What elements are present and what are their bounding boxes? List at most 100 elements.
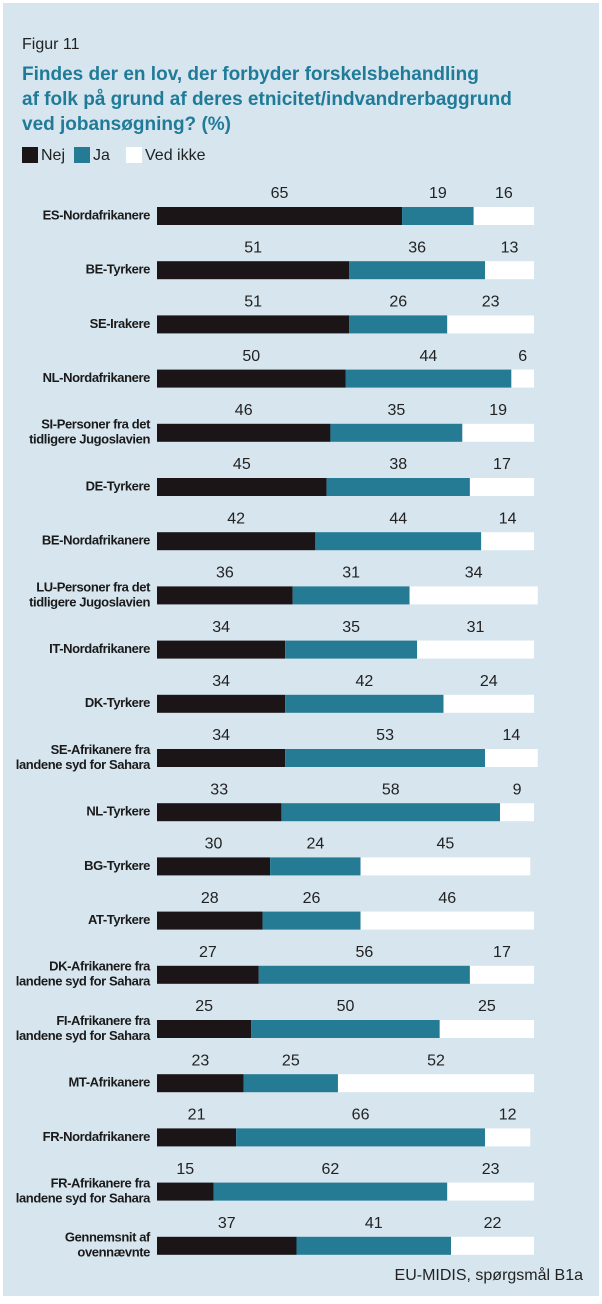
bar-segment	[315, 532, 482, 551]
value-label: 50	[242, 348, 260, 365]
category-label: ovennævnte	[77, 1245, 150, 1260]
bar-segment	[157, 261, 350, 280]
value-label: 19	[489, 402, 507, 419]
value-label: 35	[387, 402, 405, 419]
category-label: DE-Tyrkere	[86, 478, 151, 493]
bar-segment	[337, 1074, 534, 1093]
bar-segment	[157, 640, 286, 659]
legend-swatch	[74, 147, 90, 163]
value-label: 26	[303, 890, 321, 907]
bar-segment	[292, 586, 410, 605]
category-label: Gennemsnit af	[65, 1230, 151, 1245]
bar-segment	[251, 1020, 440, 1038]
value-label: 52	[427, 1052, 445, 1069]
value-label: 45	[233, 456, 251, 473]
bar-segment	[462, 423, 534, 442]
legend-swatch	[126, 147, 142, 163]
value-label: 19	[429, 185, 447, 202]
source: EU-MIDIS, spørgsmål B1a	[395, 1266, 584, 1284]
value-label: 66	[352, 1107, 370, 1124]
legend-label: Ved ikke	[145, 147, 206, 164]
bar-segment	[330, 423, 463, 442]
bar-segment	[243, 1074, 338, 1093]
category-label: AT-Tyrkere	[88, 912, 150, 927]
bar-segment	[349, 261, 485, 280]
bar-segment	[262, 911, 361, 930]
value-label: 12	[499, 1107, 517, 1124]
bar-segment	[157, 803, 282, 822]
bar-segment	[157, 315, 350, 334]
value-label: 13	[501, 239, 519, 256]
bar-segment	[469, 478, 534, 496]
value-label: 23	[482, 1161, 500, 1178]
bar-segment	[157, 586, 293, 605]
value-label: 51	[244, 294, 262, 311]
value-label: 34	[212, 619, 230, 636]
value-label: 6	[518, 348, 527, 365]
legend-label: Ja	[93, 147, 110, 164]
value-label: 51	[244, 239, 262, 256]
category-label: landene syd for Sahara	[16, 1191, 151, 1206]
value-label: 56	[355, 944, 373, 961]
value-label: 36	[216, 565, 234, 582]
bar-segment	[360, 911, 534, 930]
bar-segment	[157, 369, 346, 388]
category-label: FI-Afrikanere fra	[56, 1013, 151, 1028]
value-label: 17	[493, 456, 511, 473]
category-label: NL-Nordafrikanere	[43, 370, 151, 385]
legend-label: Nej	[41, 147, 65, 164]
value-label: 35	[342, 619, 360, 636]
value-label: 46	[235, 402, 253, 419]
value-label: 15	[176, 1161, 194, 1178]
value-label: 24	[480, 673, 498, 690]
bar-segment	[285, 694, 444, 713]
bar-segment	[157, 857, 271, 876]
category-label: FR-Afrikanere fra	[51, 1176, 152, 1191]
legend-swatch	[22, 147, 38, 163]
category-label: ES-Nordafrikanere	[43, 207, 151, 222]
category-label: IT-Nordafrikanere	[49, 641, 150, 656]
value-label: 31	[342, 565, 360, 582]
bar-segment	[296, 1236, 452, 1255]
bar-segment	[511, 369, 534, 388]
bar-segment	[157, 1074, 244, 1093]
bar-segment	[157, 478, 327, 496]
bar-segment	[409, 586, 538, 605]
value-label: 14	[502, 727, 520, 744]
bar-segment	[285, 640, 418, 659]
value-label: 24	[306, 836, 324, 853]
bar-segment	[447, 315, 534, 334]
bar-segment	[157, 1236, 297, 1255]
value-label: 30	[205, 836, 223, 853]
category-label: landene syd for Sahara	[16, 1028, 151, 1043]
bar-segment	[500, 803, 534, 822]
bar-segment	[469, 965, 534, 984]
bar-segment	[473, 207, 534, 225]
bar-segment	[157, 1182, 214, 1201]
category-label: NL-Tyrkere	[86, 804, 150, 819]
value-label: 22	[484, 1215, 502, 1232]
value-label: 23	[482, 294, 500, 311]
chart-title: af folk på grund af deres etnicitet/indv…	[22, 89, 512, 110]
value-label: 25	[282, 1052, 300, 1069]
value-label: 31	[467, 619, 485, 636]
value-label: 27	[199, 944, 217, 961]
category-label: DK-Tyrkere	[85, 695, 150, 710]
value-label: 36	[408, 239, 426, 256]
bar-segment	[270, 857, 361, 876]
bar-segment	[417, 640, 534, 659]
bar-segment	[451, 1236, 534, 1255]
category-label: SE-Afrikanere fra	[51, 742, 152, 757]
bar-segment	[157, 532, 316, 551]
value-label: 25	[478, 998, 496, 1015]
bar-segment	[213, 1182, 448, 1201]
category-label: BE-Nordafrikanere	[42, 533, 150, 548]
bar-segment	[447, 1182, 534, 1201]
value-label: 65	[271, 185, 289, 202]
value-label: 42	[355, 673, 373, 690]
value-label: 37	[218, 1215, 236, 1232]
bar-segment	[443, 694, 534, 713]
category-label: landene syd for Sahara	[16, 974, 151, 989]
value-label: 41	[365, 1215, 383, 1232]
